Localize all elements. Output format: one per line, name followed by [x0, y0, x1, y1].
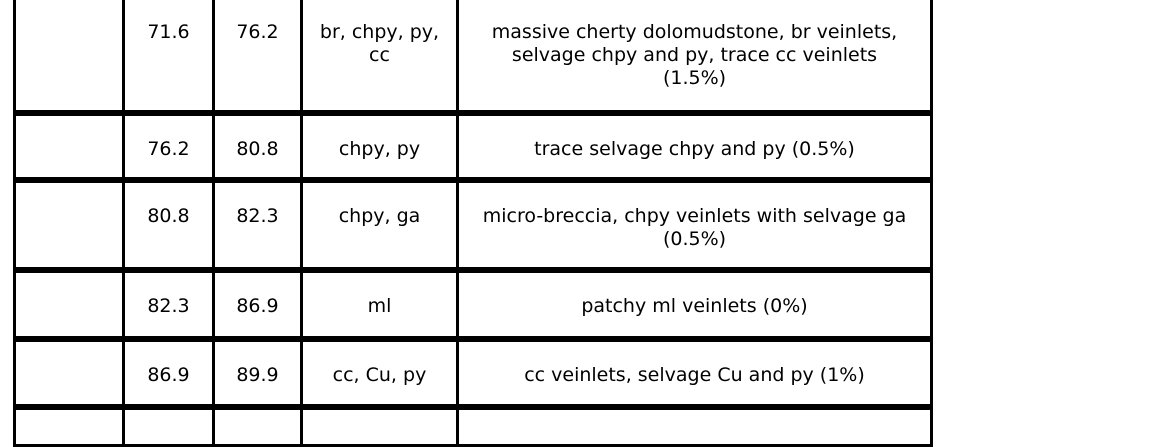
cell-description: patchy ml veinlets (0%)	[459, 270, 933, 339]
table-row: 71.6 76.2 br, chpy, py, cc massive chert…	[13, 0, 933, 113]
cell-depth-from: 76.2	[125, 113, 215, 180]
cell-depth-from: 71.6	[125, 0, 215, 113]
cell-depth-to	[215, 407, 303, 447]
cell-depth-to: 80.8	[215, 113, 303, 180]
cell-depth-from	[125, 407, 215, 447]
cell-minerals: br, chpy, py, cc	[303, 0, 459, 113]
cell-minerals: ml	[303, 270, 459, 339]
table-row: 86.9 89.9 cc, Cu, py cc veinlets, selvag…	[13, 339, 933, 407]
cell-minerals: cc, Cu, py	[303, 339, 459, 407]
cell-depth-to: 86.9	[215, 270, 303, 339]
cell-blank	[13, 407, 125, 447]
table-row-partial	[13, 407, 933, 447]
cell-depth-to: 89.9	[215, 339, 303, 407]
drill-log-table: 71.6 76.2 br, chpy, py, cc massive chert…	[13, 0, 933, 447]
cell-blank	[13, 270, 125, 339]
cell-blank	[13, 339, 125, 407]
table-row: 76.2 80.8 chpy, py trace selvage chpy an…	[13, 113, 933, 180]
cell-description: trace selvage chpy and py (0.5%)	[459, 113, 933, 180]
cell-depth-to: 82.3	[215, 180, 303, 270]
cell-depth-to: 76.2	[215, 0, 303, 113]
table-row: 82.3 86.9 ml patchy ml veinlets (0%)	[13, 270, 933, 339]
cell-blank	[13, 0, 125, 113]
cell-minerals	[303, 407, 459, 447]
cell-blank	[13, 113, 125, 180]
table-row: 80.8 82.3 chpy, ga micro-breccia, chpy v…	[13, 180, 933, 270]
cell-minerals: chpy, py	[303, 113, 459, 180]
cell-minerals: chpy, ga	[303, 180, 459, 270]
cell-description: micro-breccia, chpy veinlets with selvag…	[459, 180, 933, 270]
cell-description	[459, 407, 933, 447]
cell-depth-from: 82.3	[125, 270, 215, 339]
cell-depth-from: 80.8	[125, 180, 215, 270]
cell-description: massive cherty dolomudstone, br veinlets…	[459, 0, 933, 113]
cell-blank	[13, 180, 125, 270]
cell-description: cc veinlets, selvage Cu and py (1%)	[459, 339, 933, 407]
cell-depth-from: 86.9	[125, 339, 215, 407]
drill-log-table-wrap: 71.6 76.2 br, chpy, py, cc massive chert…	[13, 0, 933, 447]
